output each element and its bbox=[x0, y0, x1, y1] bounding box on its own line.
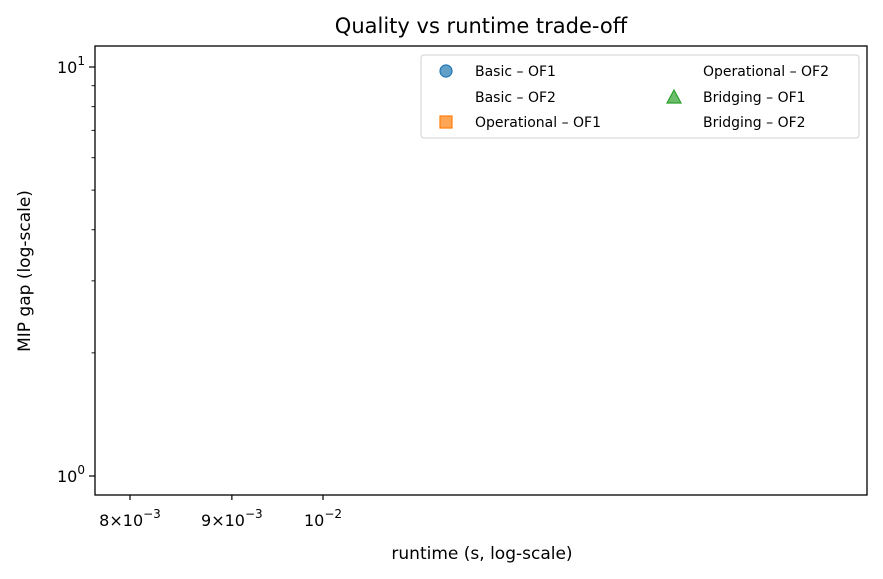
legend-frame bbox=[420, 54, 860, 139]
legend-entry-label: Basic – OF1 bbox=[475, 64, 556, 80]
y-tick-exponent: 1 bbox=[77, 54, 85, 68]
y-tick-label: 100 bbox=[57, 463, 85, 486]
x-axis-ticks: 8×10−3 9×10−3 10−2 bbox=[99, 495, 342, 530]
x-tick-exponent: −2 bbox=[324, 507, 342, 521]
legend-marker bbox=[439, 115, 453, 129]
legend-entry-label: Bridging – OF2 bbox=[703, 115, 806, 131]
y-axis-label: MIP gap (log-scale) bbox=[15, 190, 35, 352]
y-tick-label: 101 bbox=[57, 54, 85, 77]
legend-entry-label: Operational – OF1 bbox=[475, 115, 601, 131]
x-tick-exponent: −3 bbox=[143, 507, 161, 521]
legend: Basic – OF1 Basic – OF2 Operational – OF1 O… bbox=[420, 54, 860, 139]
x-axis-label: runtime (s, log-scale) bbox=[391, 544, 572, 564]
x-tick-label: 8×10−3 bbox=[99, 507, 161, 530]
x-tick-mantissa: 8× bbox=[99, 511, 123, 530]
y-axis-ticks: 100 101 bbox=[57, 54, 95, 486]
x-tick-exponent: −3 bbox=[245, 507, 263, 521]
chart-title: Quality vs runtime trade-off bbox=[335, 14, 628, 38]
y-tick-exponent: 0 bbox=[77, 463, 85, 477]
x-tick-label: 9×10−3 bbox=[201, 507, 263, 530]
legend-marker bbox=[665, 88, 683, 104]
x-tick-label: 10−2 bbox=[304, 507, 342, 530]
x-tick-mantissa: 9× bbox=[201, 511, 225, 530]
legend-entry-label: Operational – OF2 bbox=[703, 64, 829, 80]
legend-entry-label: Bridging – OF1 bbox=[703, 90, 806, 106]
legend-entry-label: Basic – OF2 bbox=[475, 90, 556, 106]
legend-marker bbox=[439, 64, 453, 78]
